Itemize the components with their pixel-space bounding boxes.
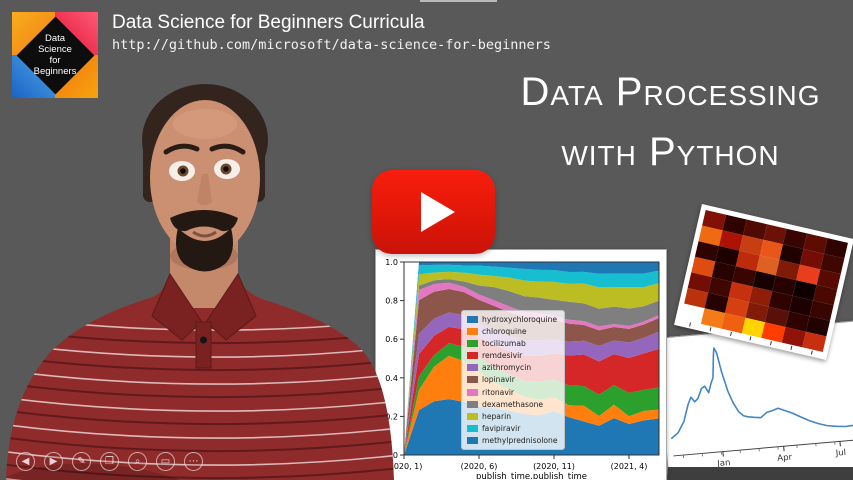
legend-label: hydroxychloroquine	[482, 314, 558, 324]
legend-swatch	[467, 388, 478, 396]
heatmap-tick	[790, 345, 793, 350]
legend-swatch	[467, 352, 478, 360]
previous-slide-icon: ◀	[21, 455, 30, 467]
logo-line: Data	[44, 33, 66, 44]
previous-slide-button[interactable]: ◀	[16, 452, 35, 471]
legend-swatch	[467, 425, 478, 433]
see-all-slides-button[interactable]: ❐	[100, 452, 119, 471]
stacked-area-chart-panel: 1.00.80.60.40.20.0(2020, 1)(2020, 6)(202…	[375, 249, 667, 480]
legend-swatch	[467, 376, 478, 384]
legend-item: azithromycin	[467, 363, 559, 372]
captions-icon: ▭	[160, 455, 171, 467]
course-logo: Data Science for Beginners	[12, 12, 98, 98]
svg-text:publish_time,publish_time: publish_time,publish_time	[476, 472, 587, 479]
legend-label: heparin	[482, 411, 512, 421]
see-all-slides-icon: ❐	[105, 455, 114, 467]
legend-label: tocilizumab	[482, 338, 526, 348]
slide-title: Data Processing with Python	[488, 62, 853, 182]
slide-title-line2: with Python	[561, 130, 780, 174]
legend-item: favipiravir	[467, 424, 559, 433]
presenter-beard	[176, 228, 233, 272]
legend-item: heparin	[467, 412, 559, 421]
presenter-eyes	[169, 159, 240, 181]
legend-item: hydroxychloroquine	[467, 315, 559, 324]
presenter-nose	[197, 174, 212, 206]
logo-line: Beginners	[33, 66, 77, 77]
pen-button[interactable]: ✎	[72, 452, 91, 471]
svg-text:1.0: 1.0	[385, 258, 398, 267]
logo-line: for	[49, 55, 61, 66]
presenter-collar	[151, 272, 257, 369]
eyebrow	[209, 143, 246, 155]
logo-text: Data Science for Beginners	[12, 12, 98, 98]
heatmap-grid	[680, 210, 848, 353]
legend-item: remdesivir	[467, 351, 559, 360]
zoom-icon: ⌕	[134, 455, 141, 467]
svg-text:0.8: 0.8	[385, 297, 398, 306]
more-options-icon: ⋯	[188, 455, 199, 467]
captions-button[interactable]: ▭	[156, 452, 175, 471]
presenter-head	[142, 84, 268, 272]
logo-line: Science	[38, 44, 72, 55]
legend-label: azithromycin	[482, 363, 532, 373]
svg-text:0.6: 0.6	[385, 335, 398, 344]
legend-swatch	[467, 364, 478, 372]
legend-label: ritonavir	[482, 387, 515, 397]
presenter-mustache	[170, 210, 238, 232]
zoom-button[interactable]: ⌕	[128, 452, 147, 471]
legend-item: dexamethasone	[467, 400, 559, 409]
svg-text:(2020, 11): (2020, 11)	[533, 462, 575, 471]
svg-text:(2020, 6): (2020, 6)	[461, 462, 498, 471]
heatmap-tick	[770, 341, 773, 346]
more-options-button[interactable]: ⋯	[184, 452, 203, 471]
heatmap-tick	[749, 336, 752, 341]
heatmap-tick	[810, 350, 813, 355]
legend-label: favipiravir	[482, 424, 521, 434]
video-title: Data Science for Beginners Curricula	[112, 12, 425, 33]
next-slide-icon: ▶	[49, 455, 58, 467]
next-slide-button[interactable]: ▶	[44, 452, 63, 471]
legend-swatch	[467, 315, 478, 323]
legend-label: remdesivir	[482, 351, 523, 361]
svg-text:(2020, 1): (2020, 1)	[386, 462, 423, 471]
svg-text:0.4: 0.4	[385, 374, 398, 383]
legend-swatch	[467, 339, 478, 347]
play-icon	[420, 192, 455, 232]
legend-swatch	[467, 412, 478, 420]
window-edge-strip	[420, 0, 497, 2]
svg-text:0.2: 0.2	[385, 412, 398, 421]
legend-label: dexamethasone	[482, 399, 544, 409]
eyebrow	[163, 143, 200, 155]
slideshow-controls: ◀ ▶ ✎ ❐ ⌕ ▭ ⋯	[16, 452, 203, 471]
bottom-dark-bar	[668, 467, 853, 480]
svg-text:Jul: Jul	[834, 448, 846, 459]
heatmap-tick	[729, 331, 732, 336]
legend-item: chloroquine	[467, 327, 559, 336]
legend-swatch	[467, 437, 478, 445]
chart-legend: hydroxychloroquine chloroquine tocilizumab…	[461, 310, 565, 450]
shirt-button	[200, 336, 207, 344]
heatmap-tick	[689, 322, 691, 327]
svg-text:(2021, 4): (2021, 4)	[611, 462, 648, 471]
legend-label: methylprednisolone	[482, 436, 558, 446]
legend-label: lopinavir	[482, 375, 515, 385]
heatmap-tick	[709, 327, 712, 332]
play-button[interactable]	[372, 170, 495, 254]
legend-item: ritonavir	[467, 388, 559, 397]
legend-item: lopinavir	[467, 375, 559, 384]
slide-title-line1: Data Processing	[520, 70, 821, 114]
pen-icon: ✎	[77, 455, 86, 467]
svg-text:Jan: Jan	[716, 458, 731, 469]
legend-item: methylprednisolone	[467, 436, 559, 445]
legend-item: tocilizumab	[467, 339, 559, 348]
presenter-mouth	[192, 230, 217, 238]
legend-swatch	[467, 327, 478, 335]
repo-url: http://github.com/microsoft/data-science…	[112, 37, 551, 53]
presenter-photo	[6, 84, 394, 480]
legend-swatch	[467, 400, 478, 408]
svg-text:Apr: Apr	[777, 453, 793, 464]
legend-label: chloroquine	[482, 326, 527, 336]
